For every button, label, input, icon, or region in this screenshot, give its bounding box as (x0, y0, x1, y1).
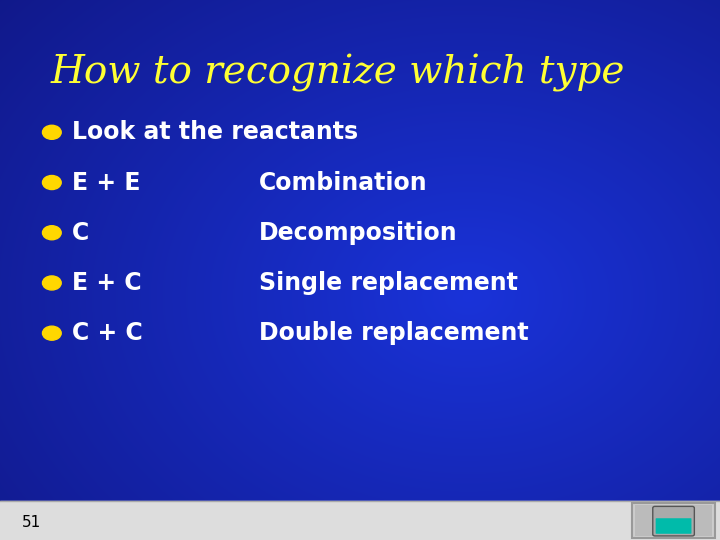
Text: Combination: Combination (259, 171, 428, 194)
Text: How to recognize which type: How to recognize which type (50, 54, 625, 92)
Text: C: C (72, 221, 89, 245)
FancyBboxPatch shape (632, 503, 715, 538)
Text: C + C: C + C (72, 321, 143, 345)
Text: Single replacement: Single replacement (259, 271, 518, 295)
Circle shape (42, 276, 61, 290)
FancyBboxPatch shape (653, 507, 694, 536)
Circle shape (42, 125, 61, 139)
FancyBboxPatch shape (635, 505, 712, 536)
Bar (0, 501, 720, 540)
Text: Decomposition: Decomposition (259, 221, 458, 245)
Circle shape (42, 226, 61, 240)
Text: E + E: E + E (72, 171, 140, 194)
Text: E + C: E + C (72, 271, 142, 295)
Text: 51: 51 (22, 515, 41, 530)
Circle shape (42, 176, 61, 190)
Text: Double replacement: Double replacement (259, 321, 528, 345)
Circle shape (42, 326, 61, 340)
Text: Look at the reactants: Look at the reactants (72, 120, 358, 144)
FancyBboxPatch shape (656, 518, 691, 534)
